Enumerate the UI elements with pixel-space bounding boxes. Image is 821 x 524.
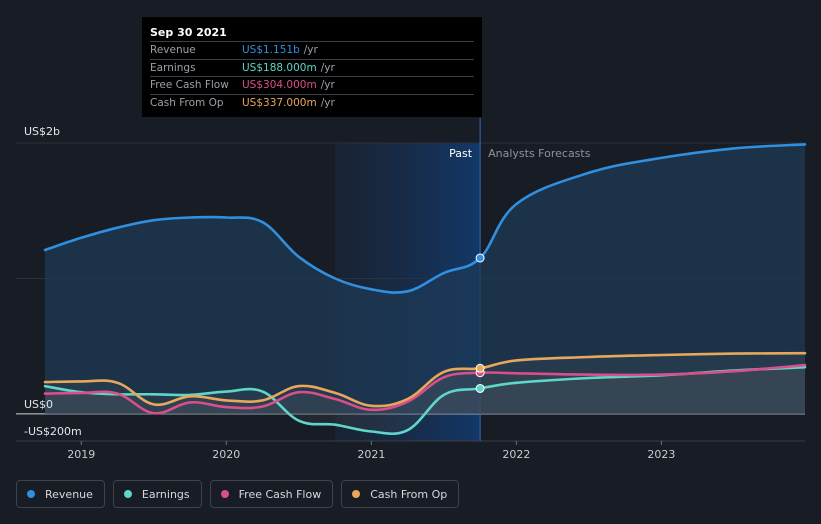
x-tick-label: 2022 (502, 448, 530, 461)
tooltip-value: US$188.000m (242, 61, 317, 74)
tooltip-row-revenue: Revenue US$1.151b /yr (150, 41, 474, 59)
series-area (45, 367, 805, 434)
legend-item-cash-from-op[interactable]: Cash From Op (341, 480, 460, 508)
x-tick-label: 2019 (67, 448, 95, 461)
revenue-area (45, 144, 805, 414)
y-tick-label: US$0 (24, 398, 53, 411)
free-cash-flow-dot-icon (220, 490, 229, 498)
legend-label: Free Cash Flow (238, 487, 322, 501)
legend-item-revenue[interactable]: Revenue (16, 480, 105, 508)
tooltip-date: Sep 30 2021 (150, 26, 227, 39)
legend-label: Earnings (141, 487, 190, 501)
y-tick-label: US$2b (24, 125, 60, 138)
legend-label: Revenue (45, 487, 93, 501)
x-tick-label: 2023 (647, 448, 675, 461)
tooltip-unit: /yr (320, 79, 335, 91)
cash-from-op-dot-icon (352, 490, 361, 498)
past-label: Past (449, 147, 473, 160)
chart-legend: Revenue Earnings Free Cash Flow Cash Fro… (16, 480, 460, 508)
earnings-dot-icon (123, 490, 132, 498)
series-area (45, 353, 805, 414)
free-cash-flow-line (43, 363, 807, 415)
earnings-point (475, 383, 485, 393)
cash-from-op-point (475, 363, 485, 373)
tooltip-unit: /yr (303, 44, 318, 56)
tooltip-row-earnings: Earnings US$188.000m /yr (150, 58, 474, 77)
revenue-line (43, 143, 807, 294)
tooltip-label: Cash From Op (150, 96, 224, 109)
cash-from-op-line (43, 351, 807, 408)
tooltip-value: US$1.151b (242, 44, 300, 56)
tooltip-row-cash-from-op: Cash From Op US$337.000m /yr (150, 93, 474, 112)
tooltip-label: Free Cash Flow (150, 79, 229, 91)
tooltip-unit: /yr (320, 96, 335, 109)
tooltip-label: Revenue (150, 44, 196, 56)
revenue-dot-icon (27, 490, 35, 498)
earnings-line (43, 365, 807, 436)
tooltip-value: US$304.000m (242, 79, 317, 91)
tooltip-label: Earnings (150, 61, 196, 74)
tooltip-row-free-cash-flow: Free Cash Flow US$304.000m /yr (150, 76, 474, 94)
revenue-point (475, 253, 485, 263)
legend-item-earnings[interactable]: Earnings (112, 480, 202, 508)
x-tick-label: 2021 (357, 448, 385, 461)
tooltip-value: US$337.000m (242, 96, 317, 109)
x-tick-label: 2020 (212, 448, 240, 461)
legend-label: Cash From Op (370, 487, 448, 501)
hover-tooltip: Sep 30 2021 Revenue US$1.151b /yr Earnin… (142, 17, 482, 117)
legend-item-free-cash-flow[interactable]: Free Cash Flow (209, 480, 334, 508)
tooltip-unit: /yr (320, 61, 335, 74)
forecast-label: Analysts Forecasts (488, 147, 591, 160)
y-tick-label: -US$200m (24, 425, 82, 438)
